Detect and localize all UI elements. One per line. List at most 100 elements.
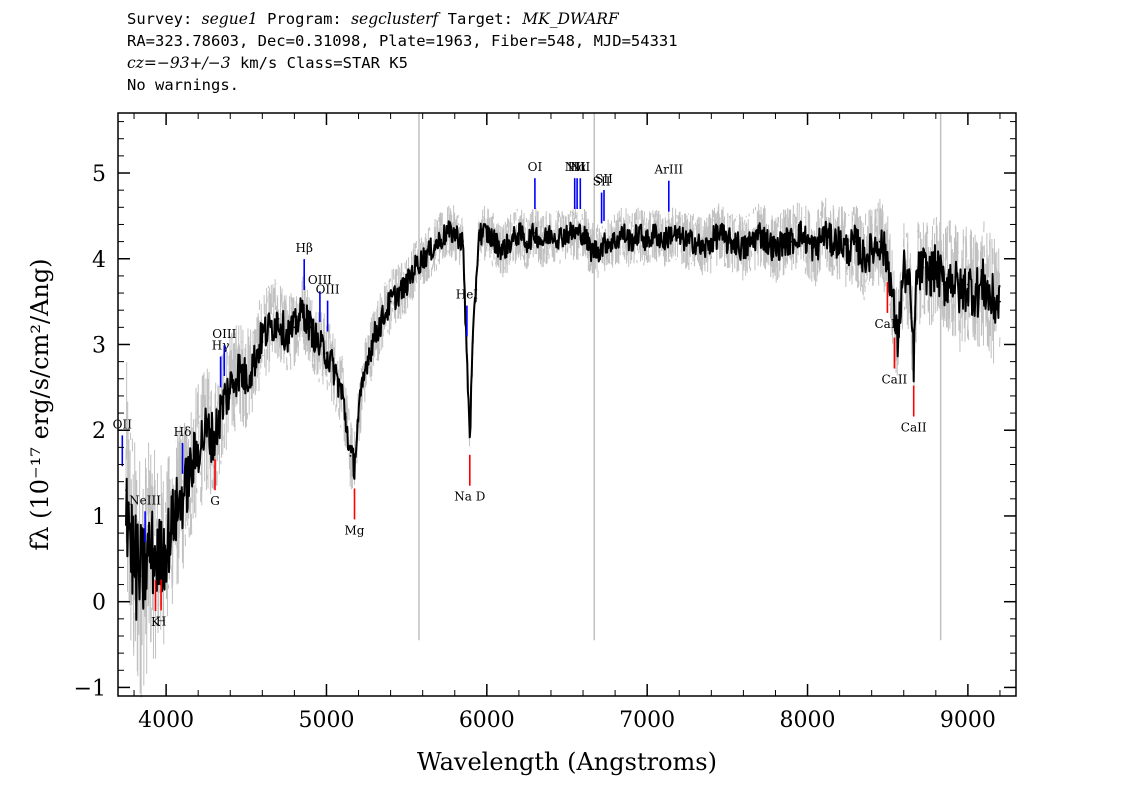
flux-point bbox=[790, 240, 793, 243]
flux-point bbox=[878, 240, 881, 243]
flux-point bbox=[285, 335, 288, 337]
flux-point bbox=[598, 249, 600, 252]
emission-line-label: Hα bbox=[568, 160, 587, 174]
flux-point bbox=[742, 249, 745, 252]
flux-layer bbox=[125, 220, 1001, 621]
x-tick-label: 7000 bbox=[619, 708, 675, 733]
flux-point bbox=[165, 549, 168, 552]
x-tick-label: 9000 bbox=[940, 708, 996, 733]
absorption-line-label: Na D bbox=[454, 490, 485, 504]
y-axis-label: fλ (10⁻¹⁷ erg/s/cm²/Ang) bbox=[26, 258, 54, 550]
axis-ticks: 4000 5000 6000 7000 8000 9000 −1 0 1 2 3 4 5 bbox=[74, 113, 1016, 733]
flux-point bbox=[453, 232, 456, 234]
flux-point bbox=[670, 232, 673, 234]
flux-point bbox=[782, 240, 785, 243]
x-tick-label: 5000 bbox=[298, 708, 354, 733]
flux-point bbox=[469, 433, 471, 436]
flux-point bbox=[678, 236, 681, 239]
flux-point bbox=[710, 240, 713, 243]
flux-point bbox=[293, 326, 296, 329]
flux-point bbox=[510, 240, 512, 243]
x-tick-label: 4000 bbox=[138, 708, 194, 733]
flux-point bbox=[173, 515, 176, 517]
x-axis-label: Wavelength (Angstroms) bbox=[417, 748, 717, 776]
emission-line-label: OIII bbox=[308, 273, 332, 287]
flux-point bbox=[477, 232, 480, 234]
flux-point bbox=[333, 369, 336, 372]
emission-line-label: OIII bbox=[316, 283, 340, 297]
flux-point bbox=[999, 300, 1001, 303]
flux-point bbox=[638, 232, 641, 234]
emission-line-label: HeI bbox=[456, 288, 479, 302]
flux-point bbox=[983, 283, 985, 286]
flux-point bbox=[301, 309, 304, 312]
y-tick-label: 5 bbox=[92, 162, 106, 187]
emission-line-label: Hβ bbox=[295, 241, 312, 255]
flux-point bbox=[922, 266, 924, 269]
flux-point bbox=[566, 232, 568, 234]
header-line-coords: RA=323.78603, Dec=0.31098, Plate=1963, F… bbox=[127, 32, 678, 50]
flux-point bbox=[928, 275, 931, 277]
cz-label: cz= bbox=[127, 54, 157, 72]
flux-point bbox=[526, 240, 528, 243]
flux-point bbox=[750, 240, 753, 243]
flux-point bbox=[774, 249, 777, 252]
flux-point bbox=[909, 292, 912, 294]
flux-point bbox=[694, 240, 697, 243]
flux-point bbox=[942, 283, 945, 286]
emission-line-label: OII bbox=[113, 417, 133, 431]
flux-point bbox=[542, 240, 544, 243]
flux-point bbox=[590, 249, 592, 252]
flux-point bbox=[221, 403, 224, 406]
flux-point bbox=[277, 317, 280, 320]
emission-line-label: SII bbox=[593, 175, 611, 189]
sky-lines-layer bbox=[418, 113, 942, 641]
emission-line-label: NeIII bbox=[129, 493, 161, 507]
x-tick-label: 8000 bbox=[780, 708, 836, 733]
header-line-survey: Survey: segue1 Program: segclusterf Targ… bbox=[127, 8, 678, 30]
emission-line-label: ArIII bbox=[653, 163, 683, 177]
flux-point bbox=[893, 309, 895, 312]
flux-point bbox=[967, 283, 969, 286]
flux-point bbox=[133, 566, 135, 569]
flux-point bbox=[197, 446, 200, 449]
flux-point bbox=[606, 240, 608, 243]
flux-point bbox=[381, 317, 384, 320]
flux-point bbox=[582, 232, 584, 234]
flux-point bbox=[630, 240, 632, 243]
absorption-line-label: H bbox=[156, 614, 166, 628]
flux-point bbox=[405, 283, 408, 286]
flux-point bbox=[357, 412, 360, 414]
absorption-line-label: CaII bbox=[881, 373, 907, 387]
flux-point bbox=[558, 236, 560, 239]
flux-point bbox=[870, 249, 873, 252]
flux-point bbox=[317, 343, 320, 346]
absorption-line-label: G bbox=[210, 494, 220, 508]
flux-point bbox=[574, 232, 576, 234]
flux-point bbox=[205, 429, 208, 432]
flux-point bbox=[534, 232, 536, 234]
flux-point bbox=[718, 232, 721, 234]
flux-point bbox=[726, 240, 729, 243]
flux-point bbox=[902, 266, 905, 269]
emission-line-label: OI bbox=[528, 160, 543, 174]
program-value: segclusterf bbox=[351, 10, 439, 28]
flux-point bbox=[702, 249, 705, 252]
flux-point bbox=[854, 240, 857, 243]
flux-series-line bbox=[125, 220, 1001, 621]
flux-point bbox=[149, 549, 152, 552]
flux-point bbox=[485, 232, 488, 234]
absorption-line-label: K bbox=[151, 615, 161, 629]
flux-point bbox=[461, 240, 464, 243]
flux-point bbox=[389, 300, 392, 303]
flux-point bbox=[493, 240, 496, 243]
flux-point bbox=[213, 437, 216, 440]
flux-point bbox=[662, 240, 665, 243]
y-tick-label: −1 bbox=[74, 676, 106, 701]
flux-point bbox=[261, 335, 264, 337]
x-tick-label: 6000 bbox=[459, 708, 515, 733]
flux-point bbox=[614, 240, 616, 243]
flux-point bbox=[822, 232, 825, 234]
